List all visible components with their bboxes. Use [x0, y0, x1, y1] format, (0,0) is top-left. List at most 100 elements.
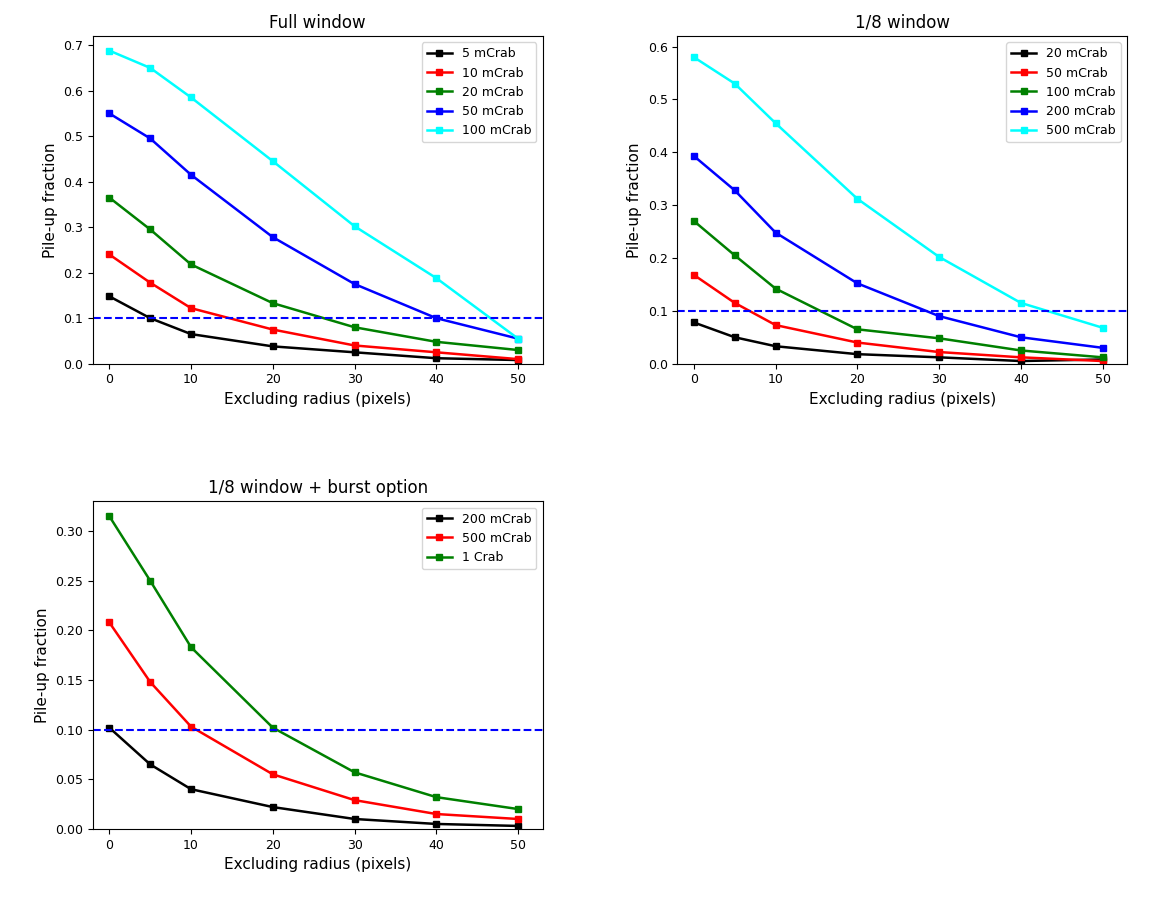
200 mCrab — [266, 802, 280, 813]
100 mCrab — [1014, 345, 1028, 356]
200 mCrab — [851, 278, 865, 288]
200 mCrab — [511, 821, 525, 832]
Legend: 200 mCrab, 500 mCrab, 1 Crab: 200 mCrab, 500 mCrab, 1 Crab — [422, 507, 537, 569]
20 mCrab — [687, 317, 701, 328]
50 mCrab — [511, 333, 525, 344]
1 Crab — [429, 792, 443, 803]
Line: 500 mCrab: 500 mCrab — [106, 619, 522, 823]
500 mCrab — [727, 78, 741, 89]
200 mCrab — [932, 311, 946, 322]
100 mCrab — [266, 156, 280, 167]
1 Crab — [143, 576, 157, 587]
500 mCrab — [1096, 323, 1110, 333]
Line: 200 mCrab: 200 mCrab — [690, 152, 1106, 351]
100 mCrab — [429, 273, 443, 284]
20 mCrab — [143, 224, 157, 235]
100 mCrab — [687, 215, 701, 226]
10 mCrab — [102, 249, 116, 259]
100 mCrab — [727, 250, 741, 260]
10 mCrab — [143, 278, 157, 288]
20 mCrab — [511, 344, 525, 355]
200 mCrab — [184, 784, 198, 795]
10 mCrab — [347, 340, 361, 350]
Line: 20 mCrab: 20 mCrab — [106, 194, 522, 353]
100 mCrab — [511, 333, 525, 344]
500 mCrab — [184, 722, 198, 733]
200 mCrab — [1096, 342, 1110, 353]
Line: 200 mCrab: 200 mCrab — [106, 724, 522, 830]
5 mCrab — [143, 313, 157, 323]
50 mCrab — [1014, 352, 1028, 363]
Legend: 5 mCrab, 10 mCrab, 20 mCrab, 50 mCrab, 100 mCrab: 5 mCrab, 10 mCrab, 20 mCrab, 50 mCrab, 1… — [422, 42, 537, 142]
X-axis label: Excluding radius (pixels): Excluding radius (pixels) — [224, 857, 411, 872]
10 mCrab — [511, 354, 525, 365]
10 mCrab — [266, 324, 280, 335]
50 mCrab — [184, 169, 198, 180]
5 mCrab — [266, 341, 280, 351]
20 mCrab — [266, 297, 280, 308]
1 Crab — [511, 804, 525, 815]
Line: 100 mCrab: 100 mCrab — [690, 217, 1106, 360]
500 mCrab — [851, 194, 865, 205]
20 mCrab — [429, 336, 443, 347]
Y-axis label: Pile-up fraction: Pile-up fraction — [627, 142, 643, 258]
5 mCrab — [429, 353, 443, 364]
Legend: 20 mCrab, 50 mCrab, 100 mCrab, 200 mCrab, 500 mCrab: 20 mCrab, 50 mCrab, 100 mCrab, 200 mCrab… — [1006, 42, 1121, 142]
1 Crab — [266, 723, 280, 733]
10 mCrab — [429, 347, 443, 358]
200 mCrab — [687, 150, 701, 161]
200 mCrab — [102, 723, 116, 733]
20 mCrab — [184, 259, 198, 270]
100 mCrab — [102, 45, 116, 56]
200 mCrab — [429, 818, 443, 829]
Line: 1 Crab: 1 Crab — [106, 513, 522, 813]
50 mCrab — [932, 347, 946, 358]
50 mCrab — [143, 133, 157, 144]
5 mCrab — [511, 355, 525, 366]
50 mCrab — [429, 313, 443, 323]
100 mCrab — [347, 221, 361, 232]
5 mCrab — [184, 329, 198, 340]
Y-axis label: Pile-up fraction: Pile-up fraction — [43, 142, 58, 258]
Title: Full window: Full window — [270, 14, 366, 32]
Line: 10 mCrab: 10 mCrab — [106, 251, 522, 362]
Line: 50 mCrab: 50 mCrab — [106, 110, 522, 342]
20 mCrab — [1014, 356, 1028, 367]
20 mCrab — [1096, 354, 1110, 365]
200 mCrab — [727, 185, 741, 196]
500 mCrab — [429, 808, 443, 819]
1 Crab — [184, 642, 198, 652]
Line: 500 mCrab: 500 mCrab — [690, 54, 1106, 332]
200 mCrab — [768, 227, 782, 238]
50 mCrab — [347, 278, 361, 289]
100 mCrab — [184, 92, 198, 103]
20 mCrab — [851, 349, 865, 359]
100 mCrab — [851, 324, 865, 335]
50 mCrab — [102, 108, 116, 119]
500 mCrab — [347, 795, 361, 805]
Title: 1/8 window: 1/8 window — [855, 14, 949, 32]
500 mCrab — [768, 118, 782, 129]
Y-axis label: Pile-up fraction: Pile-up fraction — [35, 607, 50, 723]
500 mCrab — [932, 251, 946, 262]
Line: 5 mCrab: 5 mCrab — [106, 293, 522, 363]
100 mCrab — [932, 332, 946, 343]
1 Crab — [102, 511, 116, 522]
5 mCrab — [347, 347, 361, 358]
X-axis label: Excluding radius (pixels): Excluding radius (pixels) — [809, 392, 996, 407]
500 mCrab — [687, 51, 701, 62]
Line: 100 mCrab: 100 mCrab — [106, 47, 522, 342]
X-axis label: Excluding radius (pixels): Excluding radius (pixels) — [224, 392, 411, 407]
500 mCrab — [143, 677, 157, 687]
100 mCrab — [1096, 352, 1110, 363]
20 mCrab — [727, 332, 741, 342]
5 mCrab — [102, 291, 116, 302]
50 mCrab — [687, 269, 701, 280]
50 mCrab — [851, 337, 865, 348]
100 mCrab — [768, 283, 782, 294]
200 mCrab — [347, 814, 361, 824]
500 mCrab — [511, 814, 525, 824]
50 mCrab — [768, 320, 782, 331]
50 mCrab — [1096, 356, 1110, 367]
50 mCrab — [266, 232, 280, 242]
